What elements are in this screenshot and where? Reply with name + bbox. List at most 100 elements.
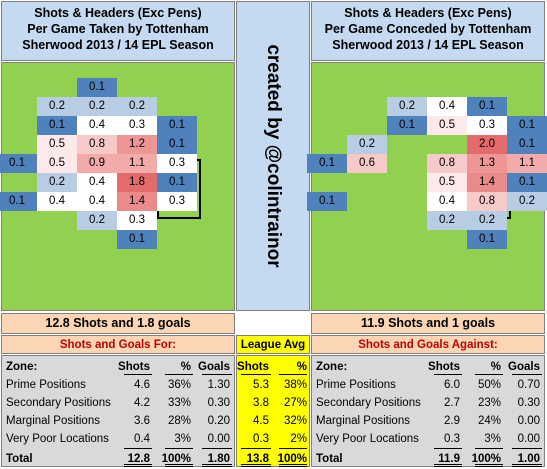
right-heatmap-cell: 0.2 [427, 211, 467, 230]
right-heatmap-cell: 0.8 [467, 192, 507, 211]
right-pitch-heatmap: 0.2 0.4 0.1 0.1 0.5 0.3 0.1 0.2 2.0 0.1 0.1 0.6 0.8 1… [307, 62, 547, 311]
against-table-cell: 3% [484, 433, 501, 445]
league-avg-row: 5.3 38% [237, 376, 309, 394]
left-title-line-3: Sherwood 2013 / 14 EPL Season [22, 38, 214, 52]
left-heatmap-cell: 1.2 [117, 135, 157, 154]
for-table-row: Marginal Positions 3.6 28% 0.20 [2, 412, 234, 430]
against-table-cell: Secondary Positions [316, 397, 421, 409]
right-heatmap-cell: 0.1 [507, 135, 547, 154]
for-table-header-underline [124, 374, 152, 375]
against-table-total-row: Total 11.9 100% 1.00 [312, 450, 544, 468]
left-heatmap-cell: 0.2 [77, 211, 117, 230]
credit-panel: created by @colintrainor [236, 1, 310, 311]
for-table-cell: 0.30 [207, 397, 230, 409]
left-heatmap-cell: 0.1 [0, 192, 37, 211]
right-title-line-2: Per Game Conceded by Tottenham [324, 22, 532, 36]
league-avg-row: 4.5 32% [237, 412, 309, 430]
for-table-total-double-line [165, 464, 193, 467]
league-avg-row: 3.8 27% [237, 394, 309, 412]
against-table-subtotal-line [475, 448, 503, 449]
against-table-row: Very Poor Locations 0.3 3% 0.00 [312, 430, 544, 448]
against-table-cell: 0.00 [517, 433, 540, 445]
against-table-cell: % [490, 361, 501, 373]
left-heatmap-cell: 0.1 [157, 135, 197, 154]
against-table-total-double-line [475, 464, 503, 467]
against-table-heading: Shots and Goals Against: [311, 335, 545, 354]
for-table-heading: Shots and Goals For: [1, 335, 235, 354]
left-heatmap-cell: 0.1 [157, 173, 197, 192]
left-heatmap-cell: 0.3 [157, 192, 197, 211]
against-table-cell: Zone: [316, 361, 348, 373]
against-table-subtotal-line [434, 448, 462, 449]
left-heatmap-cell: 0.2 [37, 173, 77, 192]
right-heatmap-cell: 0.2 [467, 211, 507, 230]
for-table-header-row: Zone: Shots% Goals [2, 358, 234, 376]
against-table-cell: 2.9 [444, 415, 460, 427]
left-heatmap-cell: 0.3 [117, 211, 157, 230]
against-table-row: Prime Positions 6.0 50% 0.70 [312, 376, 544, 394]
right-heatmap-cell: 0.4 [427, 192, 467, 211]
left-heatmap-cell: 0.4 [77, 116, 117, 135]
right-heatmap-cell: 0.1 [467, 97, 507, 116]
left-heatmap-cell: 0.2 [77, 97, 117, 116]
right-heatmap-cell: 1.4 [467, 173, 507, 192]
right-heatmap-cell: 0.3 [467, 116, 507, 135]
left-heatmap-cell: 0.2 [117, 97, 157, 116]
against-table-cell: Very Poor Locations [316, 433, 419, 445]
right-heatmap-cell: 0.4 [427, 97, 467, 116]
league-avg-cell: Shots [237, 361, 269, 373]
against-table-subtotal-line [512, 448, 542, 449]
left-title-line-2: Per Game Taken by Tottenham [27, 22, 209, 36]
left-heatmap-cell: 0.4 [77, 173, 117, 192]
against-table-cell: 0.3 [444, 433, 460, 445]
left-heatmap-cell: 0.3 [157, 154, 197, 173]
for-table-cell: 4.6 [134, 379, 150, 391]
left-heatmap-cell: 0.4 [77, 192, 117, 211]
against-table-cell: 6.0 [444, 379, 460, 391]
left-pitch-heatmap: 0.1 0.2 0.2 0.2 0.1 0.4 0.3 0.1 0.5 0.8 1.2 0.1 0.1 0… [0, 62, 235, 311]
for-table-cell: 12.8 [127, 453, 150, 465]
for-table-total-double-line [124, 464, 152, 467]
right-heatmap-cell: 0.6 [347, 154, 387, 173]
league-avg-cell: % [296, 361, 307, 373]
for-table-cell: 0.20 [207, 415, 230, 427]
league-avg-table: Shots% 5.3 38% 3.8 27% 4.5 32% 0.3 2% 13.8 100% [236, 355, 310, 467]
for-table-cell: 33% [167, 397, 191, 409]
against-table-cell: Prime Positions [316, 379, 396, 391]
for-table-cell: Marginal Positions [6, 415, 100, 427]
left-heatmap-cell: 0.4 [37, 192, 77, 211]
league-avg-line [279, 448, 307, 449]
league-avg-cell: 4.5 [253, 415, 269, 427]
for-table-cell: 0.00 [207, 433, 230, 445]
league-avg-cell: 2% [290, 433, 307, 445]
for-table-cell: Total [6, 453, 33, 465]
right-heatmap-cell: 1.3 [467, 154, 507, 173]
league-avg-total-double-line [279, 464, 307, 467]
against-table-cell: 0.70 [517, 379, 540, 391]
left-heatmap-cell: 0.1 [157, 116, 197, 135]
left-heatmap-cell: 0.1 [37, 116, 77, 135]
against-table-cell: 0.00 [517, 415, 540, 427]
left-title-line-1: Shots & Headers (Exc Pens) [34, 6, 202, 20]
for-table: Zone: Shots% Goals Prime Positions 4.6 36% 1.3… [1, 355, 235, 467]
league-avg-header-row: Shots% [237, 358, 309, 376]
against-table-total-double-line [434, 464, 462, 467]
for-table-row: Prime Positions 4.6 36% 1.30 [2, 376, 234, 394]
for-table-cell: 1.80 [207, 453, 230, 465]
right-heatmap-cell: 2.0 [467, 135, 507, 154]
right-heatmap-cell: 0.5 [427, 173, 467, 192]
for-table-row: Very Poor Locations 0.4 3% 0.00 [2, 430, 234, 448]
league-avg-cell: 100% [277, 453, 307, 465]
left-heatmap-cell: 0.5 [37, 135, 77, 154]
left-heatmap-cell: 0.8 [77, 135, 117, 154]
for-table-header-underline [165, 374, 193, 375]
for-table-cell: % [180, 361, 191, 373]
against-table-row: Marginal Positions 2.9 24% 0.00 [312, 412, 544, 430]
right-heatmap-cell: 0.1 [307, 154, 347, 173]
right-heatmap-cell: 0.1 [467, 230, 507, 249]
for-table-cell: Secondary Positions [6, 397, 111, 409]
league-avg-cell: 32% [283, 415, 307, 427]
against-table-header-underline [434, 374, 462, 375]
against-table-cell: 50% [477, 379, 501, 391]
league-avg-cell: 13.8 [246, 453, 269, 465]
